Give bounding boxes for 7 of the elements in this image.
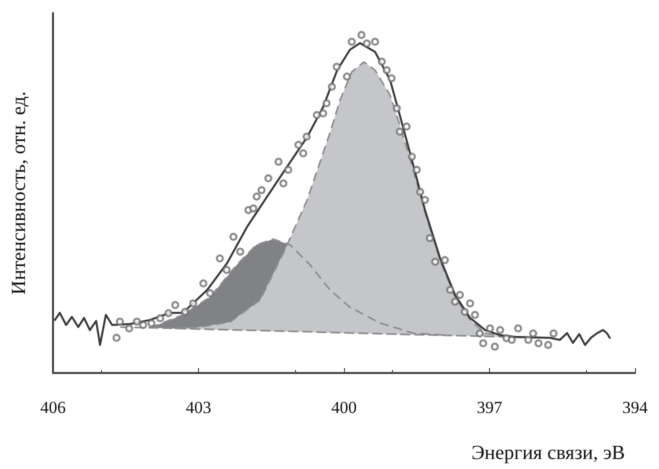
x-tick-label: 397 xyxy=(476,398,503,417)
x-axis-title: Энергия связи, эВ xyxy=(471,442,625,464)
y-axis-title: Интенсивность, отн. ед. xyxy=(8,91,30,295)
x-tick-label: 400 xyxy=(331,398,357,417)
x-tick-label: 403 xyxy=(186,398,212,417)
x-tick-label: 406 xyxy=(40,398,66,417)
x-tick-label: 394 xyxy=(622,398,648,417)
